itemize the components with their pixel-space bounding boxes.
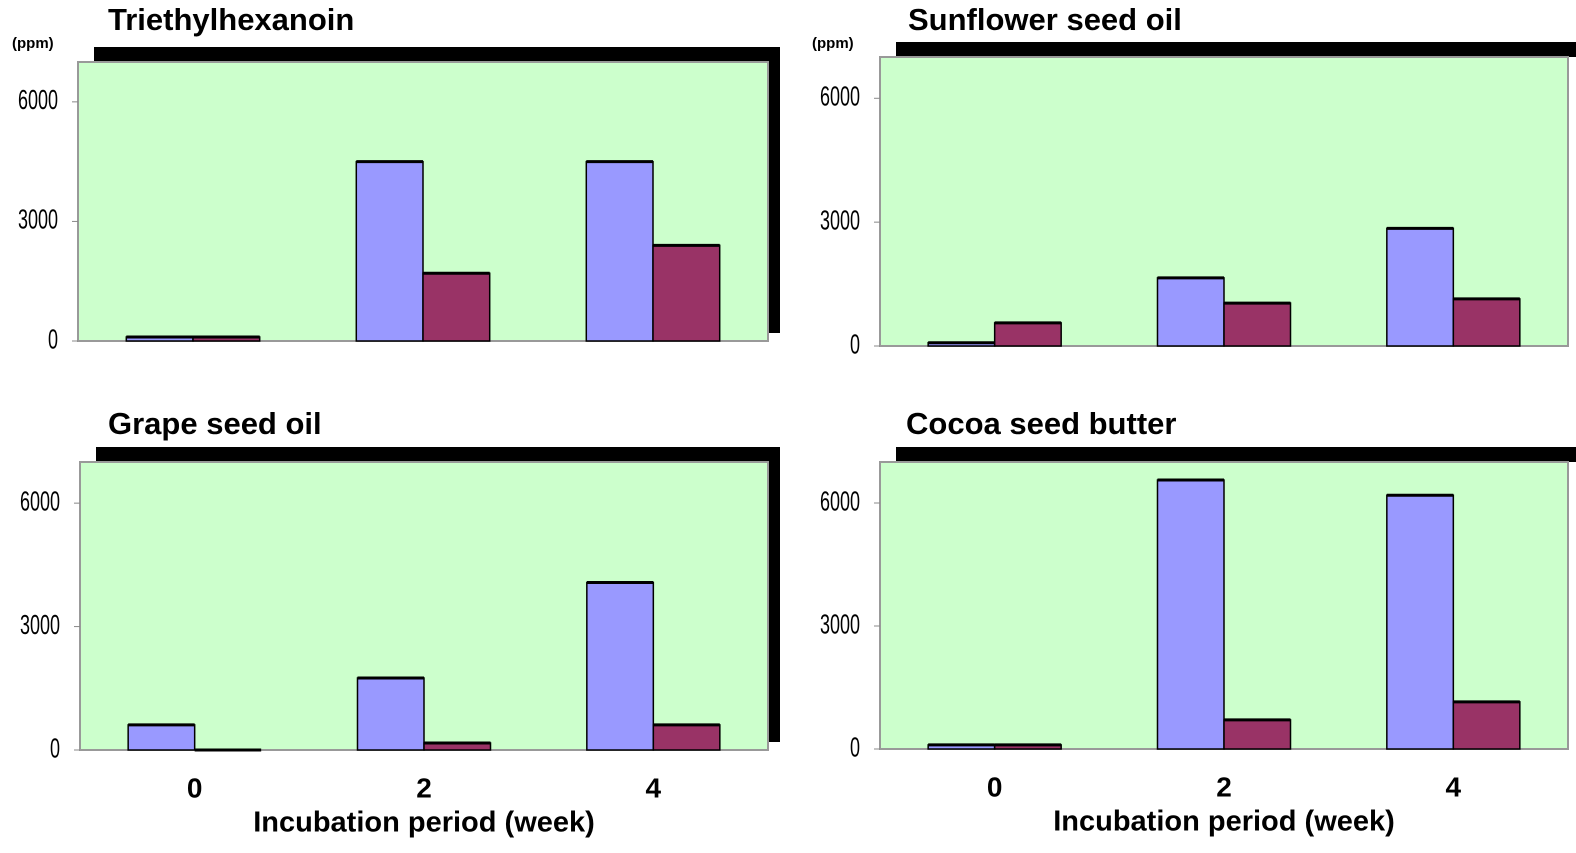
bar bbox=[422, 272, 491, 342]
y-tick-label: 3000 bbox=[20, 609, 60, 640]
y-tick-label: 0 bbox=[48, 323, 58, 354]
bar bbox=[1156, 479, 1225, 750]
y-tick-label: 0 bbox=[50, 732, 60, 763]
x-tick-label: 2 bbox=[1216, 771, 1232, 802]
bar bbox=[356, 677, 425, 751]
bar bbox=[1223, 719, 1292, 750]
bar bbox=[585, 160, 654, 342]
bar bbox=[1386, 227, 1455, 347]
y-unit: (ppm) bbox=[12, 35, 54, 52]
x-tick-label: 4 bbox=[646, 772, 662, 803]
shadow-top bbox=[94, 47, 780, 62]
y-unit: (ppm) bbox=[812, 35, 854, 52]
bar bbox=[652, 724, 721, 751]
x-tick-label: 4 bbox=[1446, 771, 1462, 802]
bar bbox=[1386, 494, 1455, 750]
x-axis-label: Incubation period (week) bbox=[253, 807, 595, 839]
bar bbox=[993, 322, 1062, 347]
y-tick-label: 3000 bbox=[18, 204, 58, 235]
chart-title: Triethylhexanoin bbox=[108, 2, 354, 37]
shadow-right bbox=[768, 447, 780, 742]
chart-title: Cocoa seed butter bbox=[906, 406, 1176, 441]
bar bbox=[1156, 277, 1225, 347]
bar bbox=[127, 724, 196, 751]
bar bbox=[1223, 302, 1292, 347]
chart-title: Grape seed oil bbox=[108, 406, 322, 441]
y-tick-label: 3000 bbox=[820, 608, 860, 639]
bar bbox=[1452, 298, 1521, 347]
y-tick-label: 6000 bbox=[820, 485, 860, 516]
y-tick-label: 6000 bbox=[820, 81, 860, 112]
y-tick-label: 6000 bbox=[18, 84, 58, 115]
x-tick-label: 0 bbox=[187, 772, 203, 803]
x-tick-label: 0 bbox=[987, 771, 1003, 802]
bar bbox=[652, 244, 721, 342]
bar bbox=[1452, 701, 1521, 750]
bar bbox=[355, 160, 424, 342]
x-axis-label: Incubation period (week) bbox=[1053, 806, 1395, 838]
y-tick-label: 6000 bbox=[20, 486, 60, 517]
bar bbox=[586, 581, 655, 751]
shadow-right bbox=[768, 47, 780, 333]
chart-title: Sunflower seed oil bbox=[908, 2, 1182, 37]
y-tick-label: 0 bbox=[850, 328, 860, 359]
shadow-top bbox=[896, 447, 1576, 462]
y-tick-label: 3000 bbox=[820, 205, 860, 236]
shadow-top bbox=[96, 447, 780, 462]
x-tick-label: 2 bbox=[416, 772, 432, 803]
shadow-top bbox=[896, 42, 1576, 57]
y-tick-label: 0 bbox=[850, 731, 860, 762]
